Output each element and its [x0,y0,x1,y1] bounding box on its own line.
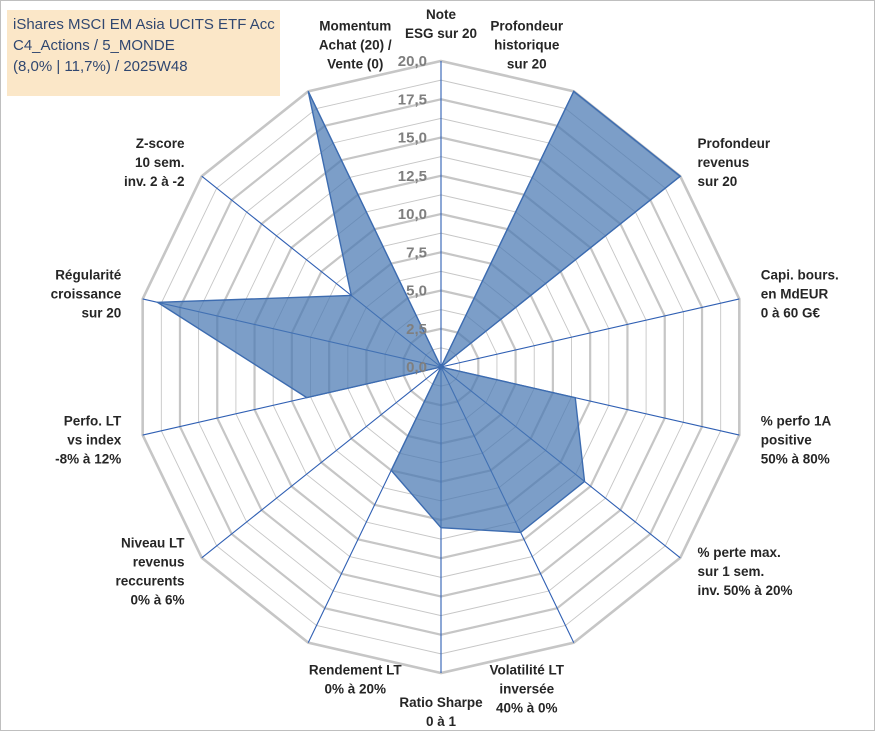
axis-label-10: Perfo. LT vs index -8% à 12% [55,413,122,466]
axis-label-4: % perfo 1A positive 50% à 80% [761,413,832,466]
axis-label-7: Ratio Sharpe 0 à 1 [399,695,483,729]
tick-label: 20,0 [398,53,427,70]
tick-label: 7,5 [406,244,427,261]
radar-series [155,90,682,534]
chart-title: iShares MSCI EM Asia UCITS ETF Acc C4_Ac… [7,10,280,96]
tick-label: 0,0 [406,359,427,376]
axis-label-5: % perte max. sur 1 sem. inv. 50% à 20% [697,545,792,598]
tick-label: 12,5 [398,168,427,185]
title-line-category: C4_Actions / 5_MONDE [13,37,175,54]
axis-label-12: Z-score 10 sem. inv. 2 à -2 [124,136,185,189]
axis-label-8: Rendement LT 0% à 20% [309,663,403,697]
radar-tick-labels: 0,0 2,5 5,0 7,5 10,0 12,5 15,0 17,5 20,0 [398,53,427,376]
axis-label-0: Note ESG sur 20 [405,7,477,41]
axis-label-6: Volatilité LT inversée 40% à 0% [490,663,565,716]
axis-label-9: Niveau LT revenus reccurents 0% à 6% [116,536,186,608]
tick-label: 5,0 [406,283,427,300]
radar-axis-labels: Note ESG sur 20 Profondeur historique sur 20… [51,7,839,729]
series-area-score [155,90,682,534]
tick-label: 17,5 [398,91,427,108]
tick-label: 2,5 [406,321,427,338]
axis-label-2: Profondeur revenus sur 20 [697,136,770,189]
tick-label: 15,0 [398,130,427,147]
title-line-period: (8,0% | 11,7%) / 2025W48 [13,58,188,75]
radar-spoke [201,366,442,559]
axis-label-1: Profondeur historique sur 20 [490,18,563,71]
title-line-fund: iShares MSCI EM Asia UCITS ETF Acc [13,16,275,33]
axis-label-11: Régularité croissance sur 20 [51,268,122,321]
axis-label-3: Capi. bours. en MdEUR 0 à 60 G€ [761,268,839,321]
tick-label: 10,0 [398,206,427,223]
radar-spoke [440,298,740,368]
axis-label-13: Momentum Achat (20) / Vente (0) [319,18,392,71]
